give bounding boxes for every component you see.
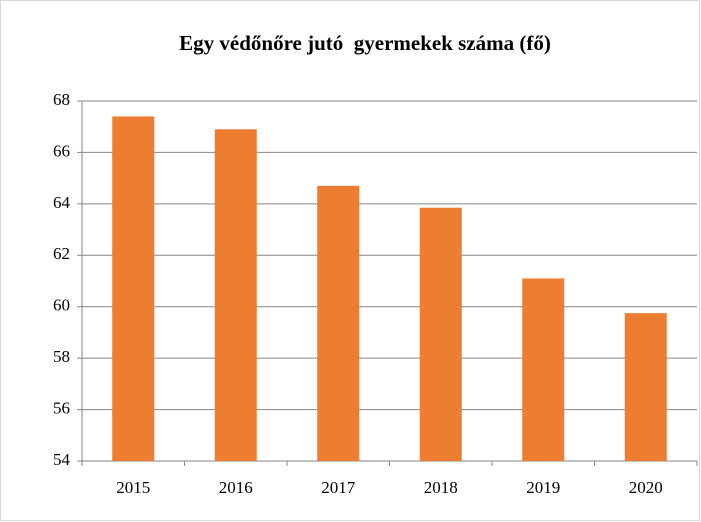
y-tick-label: 60 [53, 296, 70, 315]
x-tick-label: 2020 [629, 478, 663, 497]
x-tick-label: 2019 [526, 478, 560, 497]
bar [317, 185, 360, 461]
y-tick-label: 62 [53, 244, 70, 263]
x-tick-label: 2017 [321, 478, 356, 497]
x-tick-label: 2018 [424, 478, 458, 497]
chart-title: Egy védőnőre jutó gyermekek száma (fő) [179, 31, 551, 55]
y-tick-label: 64 [53, 193, 71, 212]
bar [624, 313, 667, 461]
y-tick-label: 58 [53, 347, 70, 366]
bar [112, 116, 155, 461]
y-tick-label: 66 [53, 141, 70, 160]
y-tick-label: 56 [53, 398, 70, 417]
x-tick-label: 2015 [116, 478, 150, 497]
x-tick-label: 2016 [219, 478, 253, 497]
bar [522, 278, 565, 461]
y-tick-label: 68 [53, 90, 70, 109]
bar [419, 207, 462, 461]
bar [214, 129, 257, 462]
y-tick-label: 54 [53, 450, 71, 469]
